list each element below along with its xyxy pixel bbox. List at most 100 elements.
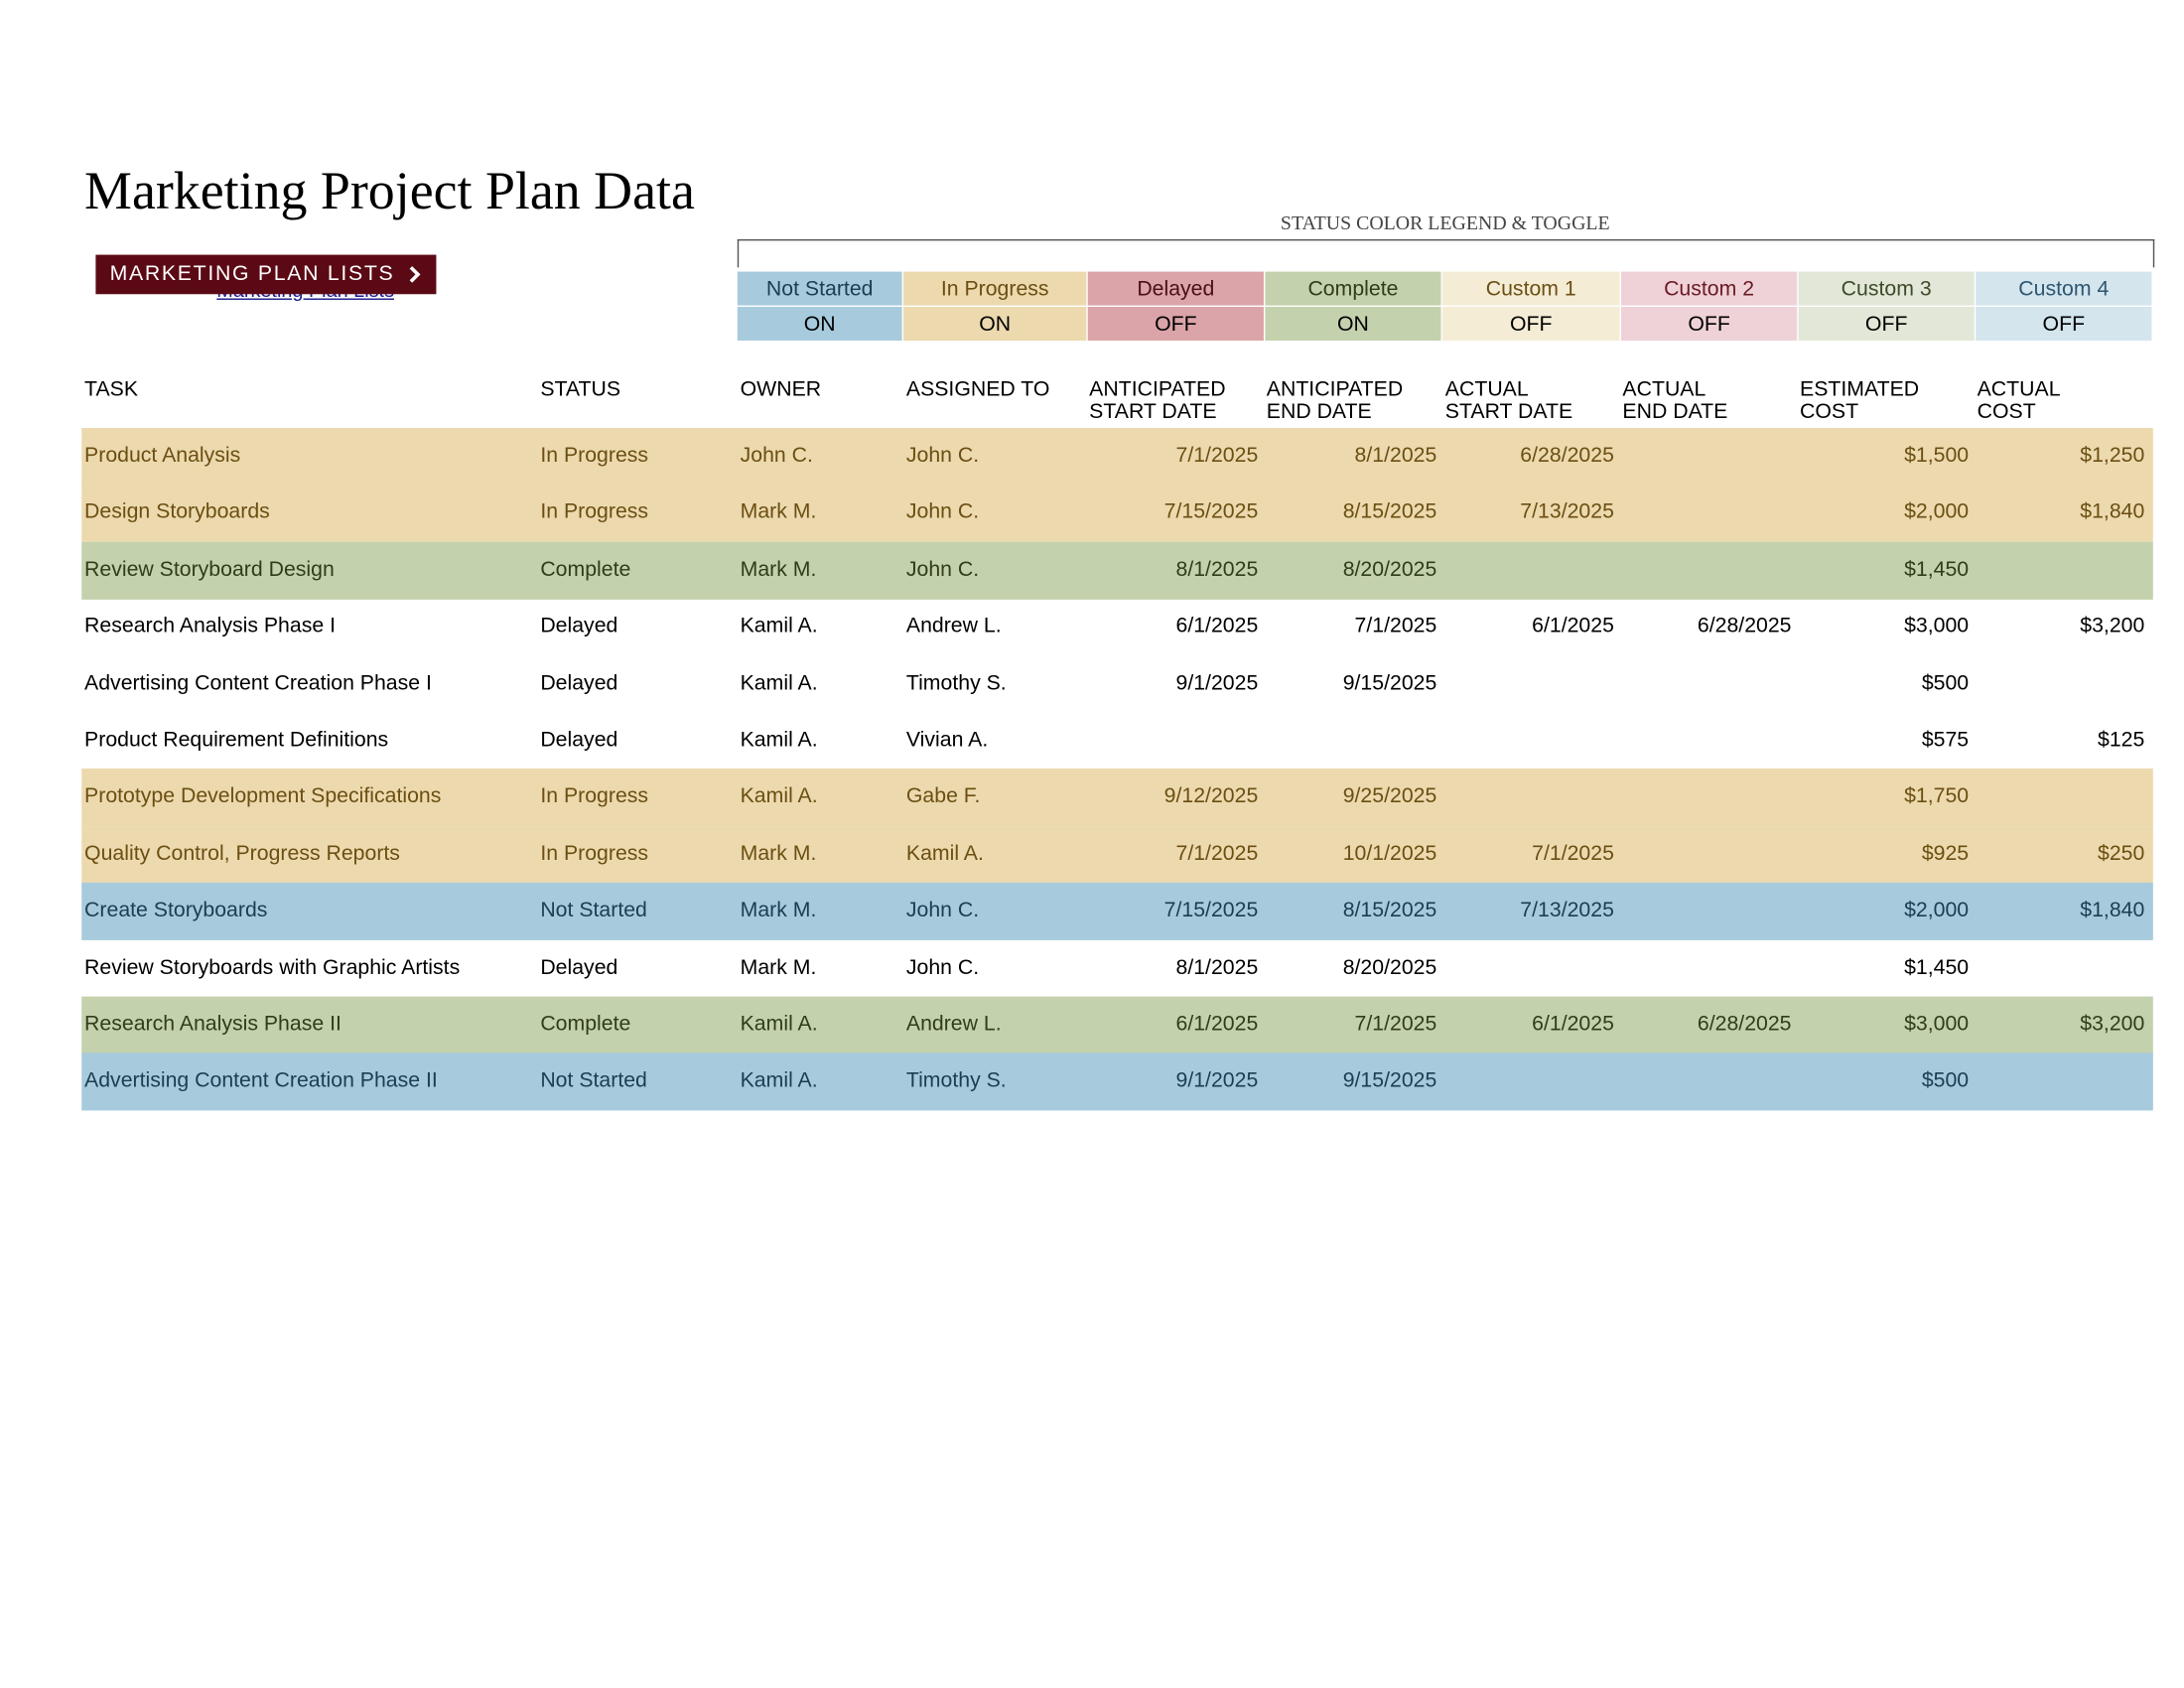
table-cell: $3,200 xyxy=(2080,1012,2145,1037)
table-row xyxy=(81,1053,2153,1111)
table-cell: 6/28/2025 xyxy=(1520,443,1614,468)
table-cell: Kamil A. xyxy=(905,841,984,866)
table-cell: John C. xyxy=(740,443,813,468)
table-cell: 8/1/2025 xyxy=(1354,443,1437,468)
legend-label: Custom 4 xyxy=(1976,271,2152,306)
legend-label: Not Started xyxy=(737,271,902,306)
table-cell: Not Started xyxy=(540,898,647,922)
table-cell: Vivian A. xyxy=(905,727,989,752)
table-row xyxy=(81,541,2153,600)
table-cell: Gabe F. xyxy=(905,784,981,809)
table-cell: Kamil A. xyxy=(740,670,818,695)
chevron-icon xyxy=(409,266,421,283)
table-cell: $500 xyxy=(1921,1068,1970,1093)
table-cell: Timothy S. xyxy=(905,1068,1007,1093)
legend-label: In Progress xyxy=(903,271,1087,306)
legend-label: Custom 2 xyxy=(1620,271,1798,306)
table-cell: Delayed xyxy=(540,727,618,752)
table-cell: $1,840 xyxy=(2080,898,2145,922)
table-cell: 10/1/2025 xyxy=(1342,841,1437,866)
table-cell: John C. xyxy=(905,898,980,922)
table-cell: 9/1/2025 xyxy=(1175,1068,1259,1093)
nav-button[interactable]: MARKETING PLAN LISTS xyxy=(95,254,437,295)
table-cell: 8/1/2025 xyxy=(1175,954,1259,980)
table-cell: John C. xyxy=(905,954,980,980)
table-cell: $125 xyxy=(2098,727,2145,752)
legend-toggle[interactable]: OFF xyxy=(1620,307,1798,342)
table-cell: 6/1/2025 xyxy=(1175,614,1259,638)
table-cell: Complete xyxy=(540,557,631,582)
table-cell: $2,000 xyxy=(1904,898,1970,922)
table-cell: $1,840 xyxy=(2080,499,2145,524)
table-cell: 8/15/2025 xyxy=(1342,499,1437,524)
table-cell: 9/12/2025 xyxy=(1163,784,1259,809)
table-cell: Review Storyboards with Graphic Artists xyxy=(84,954,461,980)
table-row xyxy=(81,825,2153,884)
table-cell: Research Analysis Phase II xyxy=(84,1012,341,1037)
table-cell: 8/1/2025 xyxy=(1175,557,1259,582)
table-row xyxy=(81,996,2153,1055)
table-cell: Research Analysis Phase I xyxy=(84,614,336,638)
table-cell: Complete xyxy=(540,1012,631,1037)
button-label: MARKETING PLAN LISTS xyxy=(109,261,395,286)
table-cell: 6/28/2025 xyxy=(1697,1012,1792,1037)
legend-toggle[interactable]: ON xyxy=(737,307,902,342)
table-cell: In Progress xyxy=(540,784,649,809)
table-cell: 7/1/2025 xyxy=(1354,1012,1437,1037)
legend-toggle[interactable]: OFF xyxy=(1798,307,1975,342)
table-cell: $3,000 xyxy=(1904,1012,1970,1037)
table-cell: $500 xyxy=(1921,670,1970,695)
table-row xyxy=(81,883,2153,941)
table-cell: Mark M. xyxy=(740,954,817,980)
table-cell: $1,450 xyxy=(1904,954,1970,980)
table-cell: 6/28/2025 xyxy=(1697,614,1792,638)
column-header: ACTUAL START DATE xyxy=(1444,376,1573,424)
legend-toggle[interactable]: ON xyxy=(1265,307,1441,342)
table-cell: Andrew L. xyxy=(905,1012,1002,1037)
table-cell: $1,450 xyxy=(1904,557,1970,582)
column-header: ACTUAL COST xyxy=(1977,376,2061,424)
page-title: Marketing Project Plan Data xyxy=(84,162,695,221)
table-cell: Product Requirement Definitions xyxy=(84,727,389,752)
column-header: OWNER xyxy=(740,376,822,401)
table-cell: $1,750 xyxy=(1904,784,1970,809)
table-cell: Delayed xyxy=(540,614,618,638)
table-cell: John C. xyxy=(905,557,980,582)
table-cell: Kamil A. xyxy=(740,727,818,752)
table-cell: Mark M. xyxy=(740,499,817,524)
legend-label: Delayed xyxy=(1087,271,1264,306)
table-cell: 7/13/2025 xyxy=(1520,898,1614,922)
table-cell: Delayed xyxy=(540,670,618,695)
table-row xyxy=(81,485,2153,543)
table-cell: Create Storyboards xyxy=(84,898,268,922)
table-cell: 7/13/2025 xyxy=(1520,499,1614,524)
table-cell: 6/1/2025 xyxy=(1175,1012,1259,1037)
table-cell: 7/1/2025 xyxy=(1354,614,1437,638)
table-cell: 6/1/2025 xyxy=(1532,614,1614,638)
table-cell: Advertising Content Creation Phase II xyxy=(84,1068,438,1093)
table-cell: $3,200 xyxy=(2080,614,2145,638)
legend-toggle[interactable]: OFF xyxy=(1441,307,1620,342)
table-cell: In Progress xyxy=(540,443,649,468)
table-cell: Kamil A. xyxy=(740,1068,818,1093)
legend-label: Complete xyxy=(1265,271,1441,306)
table-cell: Kamil A. xyxy=(740,784,818,809)
table-cell: Review Storyboard Design xyxy=(84,557,335,582)
table-cell: Andrew L. xyxy=(905,614,1002,638)
legend-toggle[interactable]: OFF xyxy=(1976,307,2152,342)
column-header: ANTICIPATED START DATE xyxy=(1089,376,1226,424)
legend-toggle[interactable]: ON xyxy=(903,307,1087,342)
legend-toggle[interactable]: OFF xyxy=(1087,307,1264,342)
table-cell: Delayed xyxy=(540,954,618,980)
column-header: ASSIGNED TO xyxy=(905,376,1050,401)
table-row xyxy=(81,427,2153,486)
table-cell: 7/1/2025 xyxy=(1175,841,1259,866)
table-cell: 7/1/2025 xyxy=(1532,841,1614,866)
table-cell: In Progress xyxy=(540,841,649,866)
table-cell: 7/15/2025 xyxy=(1163,499,1259,524)
column-header: ACTUAL END DATE xyxy=(1622,376,1728,424)
column-header: ANTICIPATED END DATE xyxy=(1266,376,1404,424)
table-cell: Mark M. xyxy=(740,841,817,866)
table-cell: Not Started xyxy=(540,1068,647,1093)
